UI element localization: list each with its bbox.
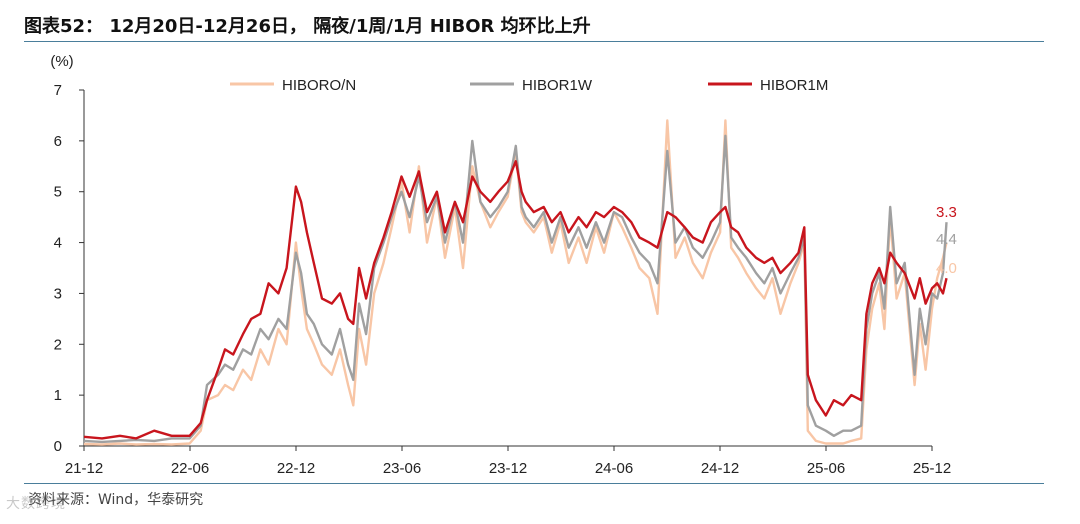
x-tick-label: 22-06 bbox=[171, 460, 209, 477]
title-rule bbox=[24, 41, 1044, 42]
source-rule bbox=[24, 483, 1044, 484]
x-tick-label: 21-12 bbox=[65, 460, 103, 477]
legend-label: HIBOR1W bbox=[522, 77, 593, 94]
series-line-hibor1w bbox=[83, 134, 948, 444]
figure-title: 图表52： 12月20日-12月26日， 隔夜/1周/1月 HIBOR 均环比上… bbox=[24, 16, 591, 37]
x-tick-label: 25-06 bbox=[807, 460, 845, 477]
x-tick-label: 22-12 bbox=[277, 460, 315, 477]
y-tick-label: 7 bbox=[54, 82, 62, 99]
legend-label: HIBORO/N bbox=[282, 77, 356, 94]
chart-legend: HIBORO/N HIBOR1W HIBOR1M bbox=[230, 77, 828, 94]
legend-label: HIBOR1M bbox=[760, 77, 828, 94]
y-tick-label: 2 bbox=[54, 336, 62, 353]
y-tick-label: 6 bbox=[54, 133, 62, 150]
x-tick-label: 23-06 bbox=[383, 460, 421, 477]
x-tick-label: 24-12 bbox=[701, 460, 739, 477]
end-value-label: 3.3 bbox=[936, 204, 957, 221]
series-line-hiboro-n bbox=[83, 119, 948, 446]
y-tick-label: 3 bbox=[54, 285, 62, 302]
chart-series bbox=[83, 119, 948, 446]
y-unit-label: (%) bbox=[50, 53, 73, 70]
source-note: 资料来源：Wind，华泰研究 bbox=[28, 492, 204, 508]
x-tick-label: 25-12 bbox=[913, 460, 951, 477]
y-tick-label: 4 bbox=[54, 235, 62, 252]
series-line-hibor1m bbox=[83, 160, 948, 440]
end-value-label: 4.4 bbox=[936, 231, 957, 248]
x-tick-label: 24-06 bbox=[595, 460, 633, 477]
y-tick-label: 0 bbox=[54, 438, 62, 455]
chart-axes: (%) 0 1 2 3 4 5 6 7 21-12 22-06 22-12 23-06 23-12 24-0… bbox=[50, 53, 951, 477]
y-tick-label: 1 bbox=[54, 387, 62, 404]
watermark-text: 大数跨境 bbox=[6, 496, 66, 512]
x-tick-label: 23-12 bbox=[489, 460, 527, 477]
end-labels: 3.3 4.4 4.0 bbox=[936, 204, 957, 277]
y-tick-label: 5 bbox=[54, 184, 62, 201]
end-value-label: 4.0 bbox=[936, 260, 957, 277]
